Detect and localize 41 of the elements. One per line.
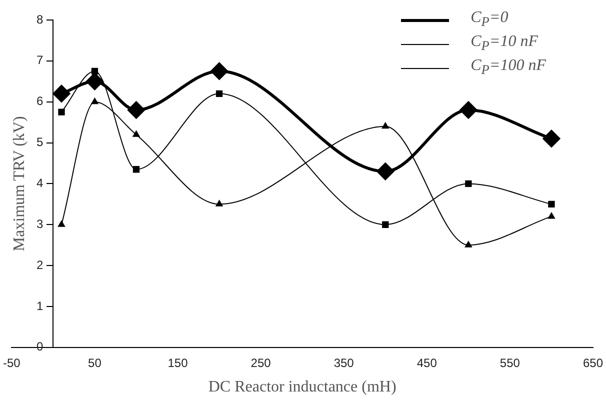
point — [91, 98, 98, 104]
x-tick-label: 650 — [582, 356, 604, 370]
y-tick-label: 7 — [36, 53, 44, 68]
y-tick-label: 6 — [36, 94, 44, 108]
legend-label: C$_{P}$=100 nF — [470, 57, 546, 79]
x-tick-label: -50 — [3, 356, 21, 370]
point — [132, 130, 140, 137]
point — [53, 85, 70, 102]
x-tick-label: 50 — [88, 356, 102, 370]
y-tick-label: 4 — [36, 176, 44, 190]
point — [128, 102, 145, 119]
point — [216, 200, 223, 206]
point — [548, 212, 555, 219]
y-tick-label: 8 — [36, 12, 44, 26]
legend-label: C$_{P}$=10 nF — [470, 33, 538, 55]
point — [460, 102, 477, 119]
y-tick-label: 1 — [36, 298, 44, 313]
y-tick-label: 3 — [36, 216, 44, 231]
y-tick-label: 5 — [36, 135, 44, 150]
point — [132, 166, 140, 173]
legend-label: C$_{P}$=0 — [470, 9, 508, 31]
x-tick-label: 450 — [416, 356, 438, 370]
point — [216, 90, 223, 97]
point — [86, 72, 104, 90]
y-axis-title: Maximum TRV (kV) — [11, 116, 28, 252]
point — [465, 180, 472, 188]
x-tick-label: 550 — [500, 356, 520, 370]
point — [382, 221, 389, 228]
point — [58, 220, 66, 227]
x-axis-title: DC Reactor inductance (mH) — [208, 378, 396, 396]
x-tick-label: 350 — [334, 356, 354, 370]
point — [542, 130, 560, 148]
point — [58, 108, 65, 116]
point — [464, 241, 472, 248]
point — [382, 122, 389, 129]
point — [376, 162, 394, 180]
point — [548, 200, 555, 208]
x-tick-label: 250 — [250, 356, 272, 370]
point — [210, 62, 228, 80]
x-tick-label: 150 — [168, 356, 188, 370]
y-tick-label: 2 — [36, 258, 44, 272]
